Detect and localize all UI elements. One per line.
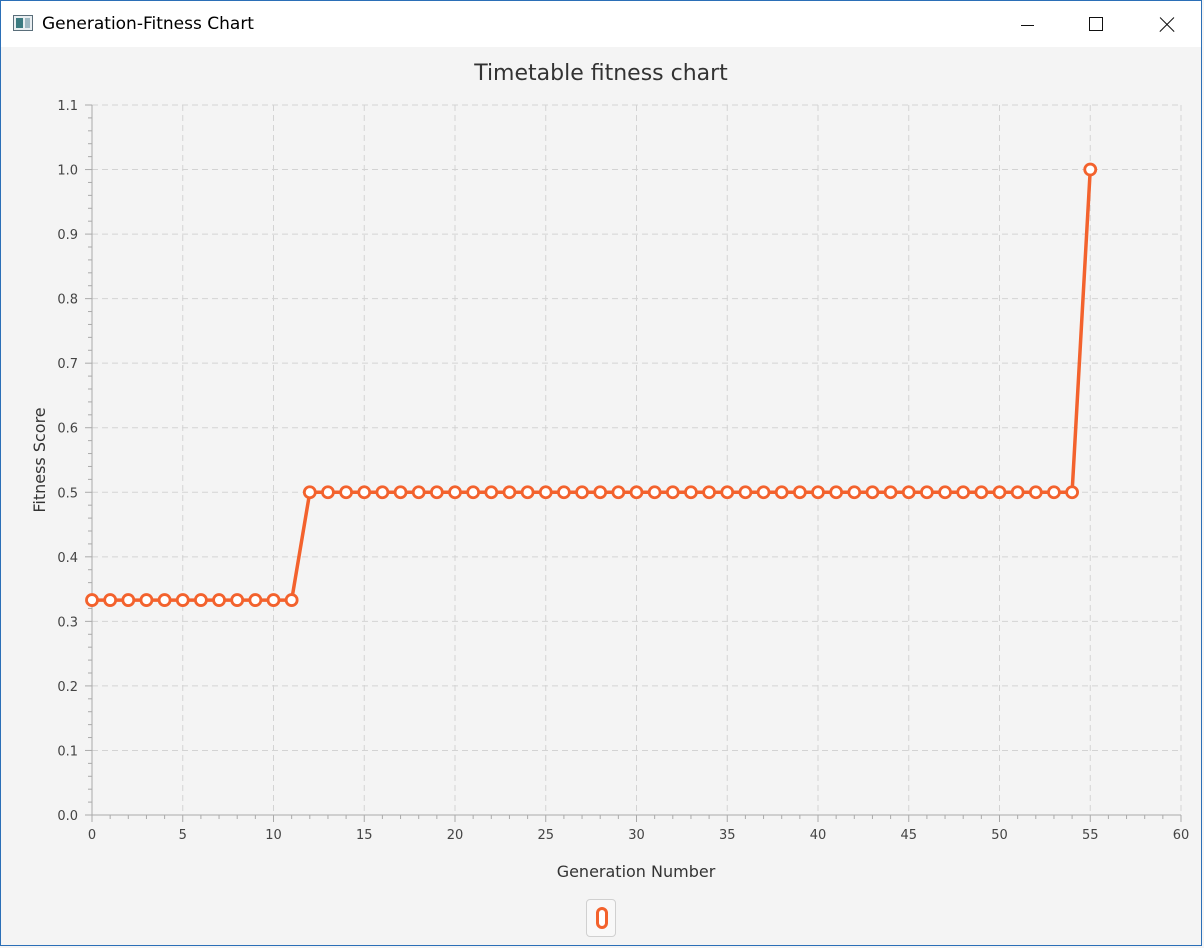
- x-tick-label: 25: [537, 828, 554, 843]
- x-axis-label: Generation Number: [557, 862, 716, 881]
- data-point[interactable]: [484, 485, 499, 500]
- x-tick-label: 0: [88, 828, 96, 843]
- x-tick-label: 5: [179, 828, 187, 843]
- data-point[interactable]: [665, 485, 680, 500]
- data-point[interactable]: [611, 485, 626, 500]
- data-point[interactable]: [883, 485, 898, 500]
- y-tick-label: 0.2: [57, 680, 78, 695]
- data-point[interactable]: [938, 485, 952, 500]
- data-point[interactable]: [774, 485, 789, 500]
- y-axis-label: Fitness Score: [30, 407, 49, 512]
- data-point[interactable]: [956, 485, 971, 500]
- title-bar[interactable]: Generation-Fitness Chart: [1, 1, 1201, 47]
- y-tick-label: 0.0: [57, 809, 78, 824]
- x-tick-label: 15: [356, 828, 373, 843]
- data-point[interactable]: [212, 593, 226, 607]
- data-point[interactable]: [847, 485, 862, 500]
- legend-series-symbol: [596, 907, 608, 929]
- maximize-icon: [1089, 17, 1103, 31]
- window-title: Generation-Fitness Chart: [42, 14, 254, 34]
- x-tick-label: 10: [265, 828, 282, 843]
- y-tick-label: 1.1: [57, 99, 78, 114]
- data-point[interactable]: [684, 485, 698, 500]
- data-point[interactable]: [647, 485, 662, 500]
- data-point[interactable]: [792, 485, 807, 500]
- data-point[interactable]: [502, 485, 517, 500]
- data-point[interactable]: [920, 485, 934, 500]
- data-point[interactable]: [230, 593, 245, 607]
- chart-series: [85, 162, 1098, 607]
- data-point[interactable]: [702, 485, 716, 500]
- data-point[interactable]: [175, 593, 190, 607]
- data-point[interactable]: [557, 485, 571, 500]
- data-point[interactable]: [357, 485, 372, 500]
- data-point[interactable]: [575, 485, 589, 500]
- legend: [586, 899, 616, 937]
- minimize-icon: [1021, 25, 1034, 26]
- data-point[interactable]: [738, 485, 753, 500]
- y-tick-label: 0.1: [57, 744, 78, 759]
- data-point[interactable]: [1083, 162, 1098, 177]
- data-point[interactable]: [103, 593, 118, 607]
- app-window-icon: [13, 15, 33, 31]
- chart-grid: [92, 104, 1182, 815]
- data-point[interactable]: [248, 593, 263, 607]
- data-point[interactable]: [1010, 485, 1025, 500]
- data-point[interactable]: [139, 593, 154, 607]
- data-point[interactable]: [1065, 485, 1079, 500]
- data-point[interactable]: [284, 593, 299, 607]
- data-point[interactable]: [756, 485, 771, 500]
- data-point[interactable]: [629, 485, 644, 500]
- data-point[interactable]: [157, 593, 172, 607]
- data-point[interactable]: [266, 593, 281, 607]
- x-tick-label: 50: [991, 828, 1008, 843]
- data-point[interactable]: [321, 485, 335, 500]
- x-tick-label: 55: [1082, 828, 1099, 843]
- data-point[interactable]: [1047, 485, 1061, 500]
- y-tick-label: 0.9: [57, 228, 78, 243]
- y-tick-label: 0.8: [57, 293, 78, 308]
- data-point[interactable]: [85, 593, 99, 607]
- data-point[interactable]: [811, 485, 825, 500]
- data-point[interactable]: [520, 485, 535, 500]
- data-point[interactable]: [375, 485, 390, 500]
- data-point[interactable]: [720, 485, 735, 500]
- y-tick-label: 0.7: [57, 357, 78, 372]
- y-tick-label: 0.6: [57, 422, 78, 437]
- x-tick-label: 40: [810, 828, 827, 843]
- chart-ticks: 0 5 10 15 20 25 30 35 40 45 50 55 60 0.0 0.1 0.2 0.3 0.4 0…: [57, 99, 1189, 843]
- data-point[interactable]: [429, 485, 444, 500]
- x-tick-label: 35: [719, 828, 736, 843]
- data-point[interactable]: [593, 485, 608, 500]
- x-tick-label: 20: [447, 828, 464, 843]
- data-point[interactable]: [1028, 485, 1043, 500]
- data-point[interactable]: [411, 485, 426, 500]
- y-tick-label: 0.5: [57, 486, 78, 501]
- data-point[interactable]: [393, 485, 408, 500]
- y-tick-label: 0.3: [57, 615, 78, 630]
- data-point[interactable]: [829, 485, 844, 500]
- maximize-button[interactable]: [1061, 1, 1131, 47]
- data-point[interactable]: [339, 485, 354, 500]
- data-point[interactable]: [538, 485, 553, 500]
- x-tick-label: 30: [628, 828, 645, 843]
- data-point[interactable]: [121, 593, 136, 607]
- series-line: [92, 169, 1092, 602]
- data-point[interactable]: [974, 485, 989, 500]
- y-tick-label: 0.4: [57, 551, 78, 566]
- data-point[interactable]: [302, 485, 317, 500]
- data-point[interactable]: [193, 593, 208, 607]
- data-point[interactable]: [466, 485, 481, 500]
- data-point[interactable]: [448, 485, 462, 500]
- data-point[interactable]: [992, 485, 1007, 500]
- x-tick-label: 60: [1173, 828, 1190, 843]
- y-tick-label: 1.0: [57, 164, 78, 179]
- minimize-button[interactable]: [991, 1, 1061, 47]
- data-point[interactable]: [865, 485, 880, 500]
- x-tick-label: 45: [900, 828, 917, 843]
- data-point[interactable]: [901, 485, 916, 500]
- chart-title: Timetable fitness chart: [473, 61, 728, 86]
